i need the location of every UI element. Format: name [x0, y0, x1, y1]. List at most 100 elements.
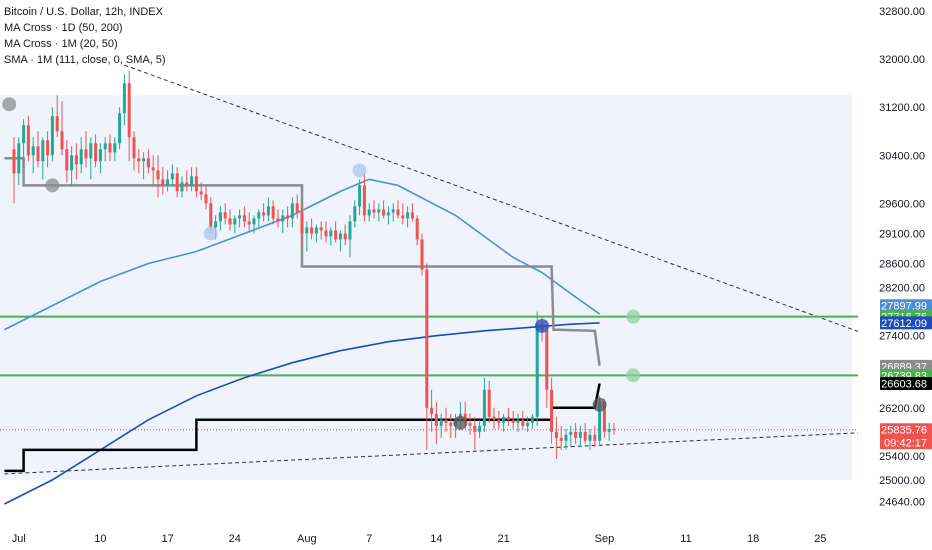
price-axis-bg [858, 0, 932, 550]
candle-60 [300, 203, 304, 246]
candle-body [233, 218, 237, 225]
cross-marker-4 [453, 415, 468, 430]
legend-symbol[interactable]: Bitcoin / U.S. Dollar, 12h, INDEX [4, 6, 163, 18]
x-tick-label: Jul [12, 533, 26, 545]
price-badge-5-bg [880, 377, 932, 391]
candle-124 [607, 422, 611, 441]
y-tick-label: 32000.00 [879, 54, 925, 66]
candle-84 [415, 215, 419, 246]
candle-54 [271, 200, 275, 225]
candle-body [430, 407, 434, 414]
candle-14 [79, 137, 83, 174]
y-tick-label: 30400.00 [879, 150, 925, 162]
x-tick-label: 10 [94, 533, 106, 545]
candle-78 [386, 206, 390, 225]
candle-39 [199, 182, 203, 201]
candle-body [295, 203, 299, 213]
candle-19 [103, 137, 107, 162]
legend-ma-cross-1m[interactable]: MA Cross · 1M (20, 50) [4, 38, 118, 50]
candle-body [348, 221, 352, 240]
last-price-badge-bg [880, 423, 932, 450]
candle-body [238, 215, 242, 219]
candle-65 [324, 221, 328, 243]
candle-body [209, 203, 213, 228]
candle-body [583, 431, 587, 441]
candle-76 [377, 203, 381, 222]
candle-103 [506, 407, 510, 426]
price-label-layer: 27897.9927716.7627612.0926889.3726739.83… [880, 299, 932, 450]
candle-body [425, 269, 429, 408]
candle-body [497, 419, 501, 423]
candle-71 [353, 200, 357, 228]
candle-101 [497, 410, 501, 429]
candle-125 [612, 422, 616, 435]
legend-sma-1m[interactable]: SMA · 1M (111, close, 0, SMA, 5) [4, 54, 166, 66]
candle-body [55, 116, 59, 132]
candle-body [218, 212, 222, 222]
candle-body [204, 194, 208, 204]
candle-body [343, 233, 347, 240]
candle-body [526, 422, 530, 426]
candle-body [434, 413, 438, 426]
candle-body [132, 137, 136, 159]
candle-111 [545, 320, 549, 408]
candle-46 [233, 215, 237, 234]
candle-96 [473, 416, 477, 450]
time-axis[interactable]: Jul 10 17 24 Aug 7 14 21 Sep 11 18 25 [12, 533, 827, 545]
candle-86 [425, 263, 429, 450]
candle-body [223, 212, 227, 219]
candle-20 [108, 134, 112, 162]
candle-63 [314, 224, 318, 243]
candle-body [482, 389, 486, 426]
candle-body [406, 212, 410, 219]
candle-body [122, 83, 126, 114]
price-badge-0-bg [880, 299, 932, 313]
candle-body [12, 149, 16, 174]
candle-85 [420, 233, 424, 276]
candle-body [290, 203, 294, 219]
cross-marker-1 [45, 178, 60, 193]
candle-31 [161, 167, 165, 195]
candle-body [329, 230, 333, 237]
candle-48 [242, 206, 246, 228]
candle-body [22, 125, 26, 144]
candle-1 [17, 137, 21, 186]
moving-average-layer [4, 157, 601, 505]
y-tick-label: 31200.00 [879, 102, 925, 114]
candle-body [161, 179, 165, 186]
candle-28 [146, 149, 150, 174]
candle-body [36, 146, 40, 162]
candle-87 [430, 389, 434, 432]
price-axis[interactable]: 32800.00 32000.00 31200.00 30400.00 29600.00… [858, 0, 932, 550]
candle-9 [55, 95, 59, 138]
y-tick-label: 28600.00 [879, 259, 925, 271]
candle-body [65, 149, 69, 171]
y-tick-label: 29600.00 [879, 198, 925, 210]
candle-body [545, 329, 549, 390]
legend-ma-cross-1d[interactable]: MA Cross · 1D (50, 200) [4, 22, 123, 34]
candle-body [185, 182, 189, 186]
candle-body [118, 113, 122, 144]
candle-91 [449, 413, 453, 438]
x-tick-label: Sep [595, 533, 615, 545]
candle-body [84, 149, 88, 159]
series-line-1 [4, 322, 600, 505]
trendline-0 [124, 64, 879, 340]
candle-body [257, 212, 261, 219]
candle-45 [228, 209, 232, 231]
candle-body [271, 206, 275, 219]
trendline-1 [4, 431, 879, 475]
candle-body [194, 176, 198, 192]
candle-106 [521, 410, 525, 429]
candle-body [386, 212, 390, 216]
candle-body [487, 389, 491, 417]
cross-marker-8 [626, 368, 641, 383]
candle-body [511, 419, 515, 423]
candle-body [588, 434, 592, 441]
candle-body [401, 215, 405, 219]
candle-body [281, 215, 285, 222]
cross-marker-7 [626, 309, 641, 324]
candle-32 [166, 170, 170, 192]
candle-102 [502, 413, 506, 432]
